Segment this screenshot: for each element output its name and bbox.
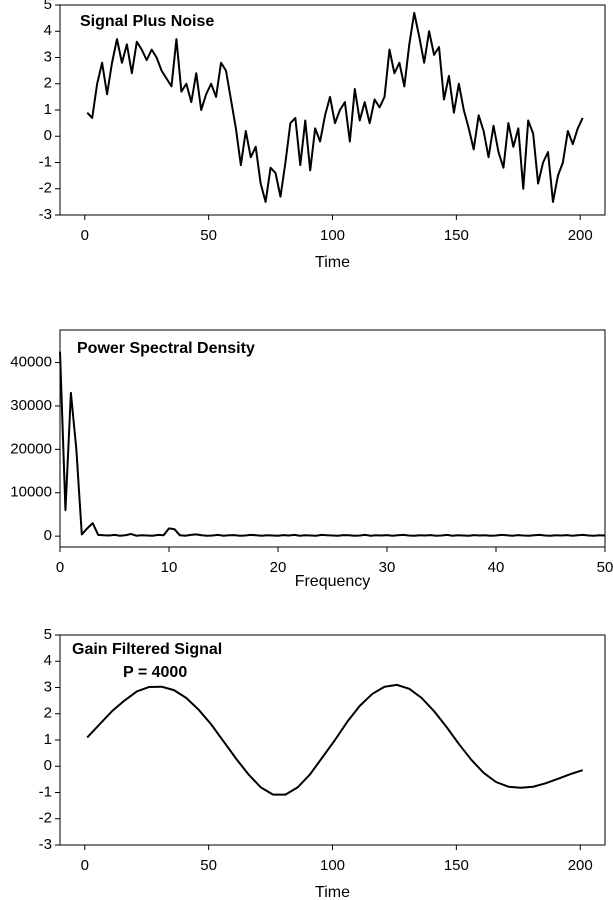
x-tick-label: 0 [81,227,89,244]
y-tick-label: -2 [39,810,52,827]
y-tick-label: -1 [39,783,52,800]
annotation: P = 4000 [123,664,187,681]
y-tick-label: 30000 [10,397,52,414]
y-tick-label: 5 [44,626,52,643]
x-tick-label: 50 [200,227,217,244]
y-tick-label: 40000 [10,354,52,371]
y-tick-label: -3 [39,206,52,223]
y-tick-label: 10000 [10,484,52,501]
x-axis-label: Time [315,884,350,900]
x-tick-label: 200 [568,857,593,874]
y-tick-label: 3 [44,48,52,65]
x-tick-label: 100 [320,857,345,874]
chart-title: Gain Filtered Signal [72,641,222,658]
y-tick-label: 1 [44,731,52,748]
y-tick-label: 2 [44,75,52,92]
y-tick-label: -2 [39,180,52,197]
x-tick-label: 50 [200,857,217,874]
data-line [59,351,606,537]
data-line [86,11,584,203]
x-axis-label: Time [315,254,350,271]
y-tick-label: 1 [44,101,52,118]
y-tick-label: 3 [44,678,52,695]
x-tick-label: 200 [568,227,593,244]
y-tick-label: 5 [44,0,52,13]
y-tick-label: 20000 [10,440,52,457]
x-tick-label: 20 [270,559,287,576]
y-tick-label: 0 [44,127,52,144]
plot-frame [59,329,606,548]
y-tick-label: 0 [44,527,52,544]
x-tick-label: 10 [161,559,178,576]
x-tick-label: 100 [320,227,345,244]
chart: 0 10000 20000 30000 40000 0 10 20 30 40 50 Frequenc… [10,329,613,590]
x-axis-label: Frequency [295,573,371,590]
x-tick-label: 150 [444,227,469,244]
x-tick-label: 40 [488,559,505,576]
y-tick-label: 4 [44,652,52,669]
y-tick-label: 0 [44,757,52,774]
x-tick-label: 30 [379,559,396,576]
y-tick-label: -3 [39,836,52,853]
y-tick-label: 2 [44,705,52,722]
y-tick-label: -1 [39,153,52,170]
x-tick-label: 0 [56,559,64,576]
chart-title: Power Spectral Density [77,340,255,357]
y-tick-label: 4 [44,22,52,39]
x-tick-label: 150 [444,857,469,874]
x-tick-label: 50 [597,559,613,576]
x-tick-label: 0 [81,857,89,874]
chart-title: Signal Plus Noise [80,13,214,30]
data-line [86,683,584,796]
